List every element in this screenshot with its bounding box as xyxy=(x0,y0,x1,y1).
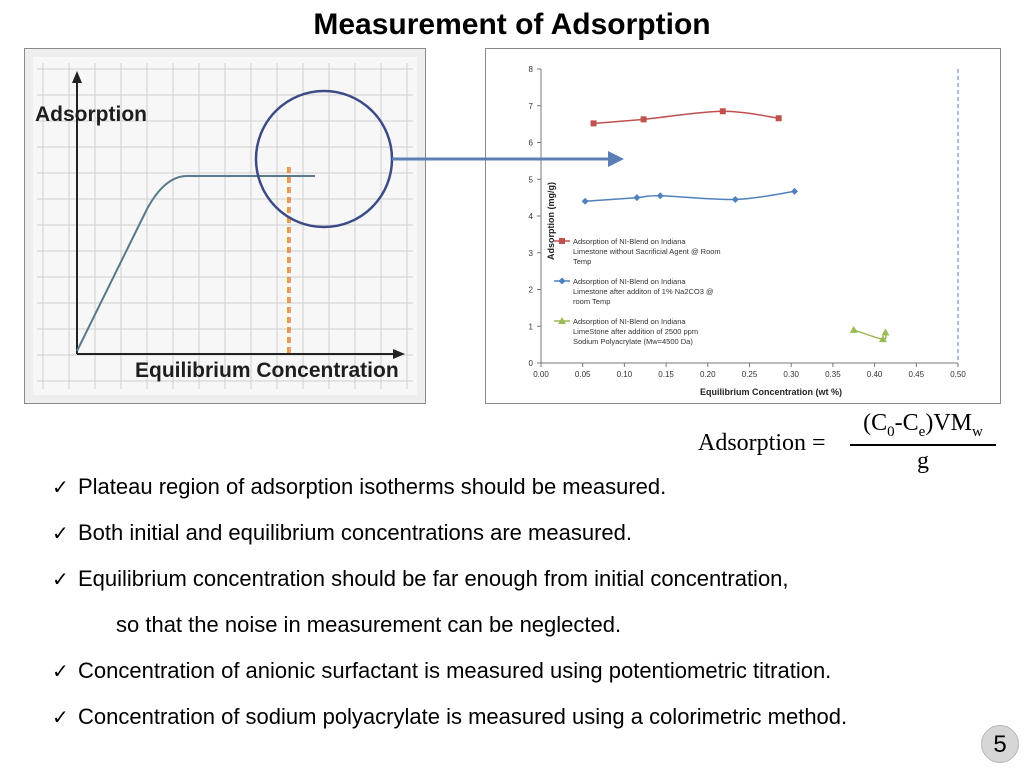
x-tick-label: 0.30 xyxy=(783,370,799,379)
checkmark-icon: ✓ xyxy=(52,659,69,683)
y-tick-label: 8 xyxy=(529,65,534,74)
bullet-text: Concentration of sodium polyacrylate is … xyxy=(78,704,848,729)
x-tick-label: 0.20 xyxy=(700,370,716,379)
bullet-text: Both initial and equilibrium concentrati… xyxy=(78,520,632,545)
adsorption-chart: Adsorption (mg/g) Equilibrium Concentrat… xyxy=(485,48,1001,404)
formula-numerator: (C0-Ce)VMw xyxy=(863,410,983,440)
schematic-y-label: Adsorption xyxy=(35,103,147,126)
y-tick-label: 4 xyxy=(529,212,534,221)
y-tick-label: 1 xyxy=(529,322,534,331)
isotherm-schematic: Adsorption Equilibrium Concentration xyxy=(24,48,426,404)
legend-label: LimeStone after addition of 2500 ppm xyxy=(573,327,698,336)
legend-entry-1: Adsorption of NI-Blend on IndianaLimesto… xyxy=(554,237,721,266)
chart-y-axis-title: Adsorption (mg/g) xyxy=(546,182,556,260)
y-tick-label: 7 xyxy=(529,102,534,111)
bullet-list: ✓ Plateau region of adsorption isotherms … xyxy=(52,470,982,746)
data-point xyxy=(719,108,726,115)
data-point xyxy=(849,325,858,333)
legend-label: Adsorption of NI-Blend on Indiana xyxy=(573,317,686,326)
chart-svg: Adsorption (mg/g) Equilibrium Concentrat… xyxy=(529,65,967,397)
bullet-text: so that the noise in measurement can be … xyxy=(116,612,622,637)
data-point xyxy=(581,197,589,205)
legend-label: Temp xyxy=(573,257,591,266)
series-line xyxy=(585,190,795,203)
bullet-item: ✓ Equilibrium concentration should be far… xyxy=(52,562,982,608)
schematic-x-label: Equilibrium Concentration xyxy=(135,359,399,382)
legend-label: Adsorption of NI-Blend on Indiana xyxy=(573,237,686,246)
data-point xyxy=(791,187,799,195)
bullet-item: ✓ Both initial and equilibrium concentrat… xyxy=(52,516,982,562)
x-tick-label: 0.15 xyxy=(658,370,674,379)
data-point xyxy=(775,115,782,122)
bullet-item: ✓ Plateau region of adsorption isotherms … xyxy=(52,470,982,516)
y-tick-label: 3 xyxy=(529,249,534,258)
x-tick-label: 0.05 xyxy=(575,370,591,379)
y-axis-arrow-icon xyxy=(72,71,82,83)
data-point xyxy=(656,192,664,200)
legend-label: Sodium Polyacrylate (Mw=4500 Da) xyxy=(573,337,693,346)
series-line xyxy=(593,110,779,125)
series-3 xyxy=(849,325,890,343)
bullet-text: Concentration of anionic surfactant is m… xyxy=(78,658,832,683)
legend-label: Adsorption of NI-Blend on Indiana xyxy=(573,277,686,286)
x-tick-label: 0.10 xyxy=(617,370,633,379)
legend-entry-2: Adsorption of NI-Blend on IndianaLimesto… xyxy=(554,277,714,306)
bullet-text: Plateau region of adsorption isotherms s… xyxy=(78,474,667,499)
legend-entry-3: Adsorption of NI-Blend on IndianaLimeSto… xyxy=(554,317,698,346)
legend-marker xyxy=(559,238,565,244)
checkmark-icon: ✓ xyxy=(52,521,69,545)
data-point xyxy=(878,335,887,343)
legend-label: room Temp xyxy=(573,297,610,306)
data-point xyxy=(881,328,890,336)
x-tick-label: 0.25 xyxy=(742,370,758,379)
x-tick-label: 0.45 xyxy=(909,370,925,379)
bullet-text: Equilibrium concentration should be far … xyxy=(78,566,789,591)
x-tick-label: 0.40 xyxy=(867,370,883,379)
schematic-svg: Adsorption Equilibrium Concentration xyxy=(33,57,417,395)
data-point xyxy=(590,120,597,127)
legend-marker xyxy=(558,317,566,324)
formula-lhs: Adsorption = xyxy=(698,430,826,456)
checkmark-icon: ✓ xyxy=(52,567,69,591)
chart-x-axis-title: Equilibrium Concentration (wt %) xyxy=(700,387,842,397)
y-tick-label: 5 xyxy=(529,175,534,184)
y-tick-label: 0 xyxy=(529,359,534,368)
data-point xyxy=(731,195,739,203)
x-tick-label: 0.00 xyxy=(533,370,549,379)
data-point xyxy=(633,194,641,202)
y-tick-label: 6 xyxy=(529,139,534,148)
series-2 xyxy=(581,187,799,205)
formula-denominator: g xyxy=(917,448,929,474)
formula-fraction-bar xyxy=(850,444,996,446)
x-tick-label: 0.35 xyxy=(825,370,841,379)
y-tick-label: 2 xyxy=(529,286,534,295)
slide-title: Measurement of Adsorption xyxy=(313,8,711,41)
isotherm-curve xyxy=(76,175,315,352)
adsorption-formula: Adsorption = (C0-Ce)VMw g xyxy=(698,410,998,480)
legend-marker xyxy=(558,277,566,285)
bullet-item: ✓ Concentration of anionic surfactant is … xyxy=(52,654,982,700)
series-1 xyxy=(590,108,782,127)
bullet-continuation: so that the noise in measurement can be … xyxy=(52,608,982,654)
legend-label: Limestone after additon of 1% Na2CO3 @ xyxy=(573,287,714,296)
x-axis-arrow-icon xyxy=(393,349,405,359)
x-tick-label: 0.50 xyxy=(950,370,966,379)
checkmark-icon: ✓ xyxy=(52,475,69,499)
checkmark-icon: ✓ xyxy=(52,705,69,729)
bullet-item: ✓ Concentration of sodium polyacrylate is… xyxy=(52,700,982,746)
series-line xyxy=(853,329,887,340)
page-number: 5 xyxy=(981,725,1019,763)
legend-label: Limestone without Sacrificial Agent @ Ro… xyxy=(573,247,721,256)
data-point xyxy=(640,116,647,123)
